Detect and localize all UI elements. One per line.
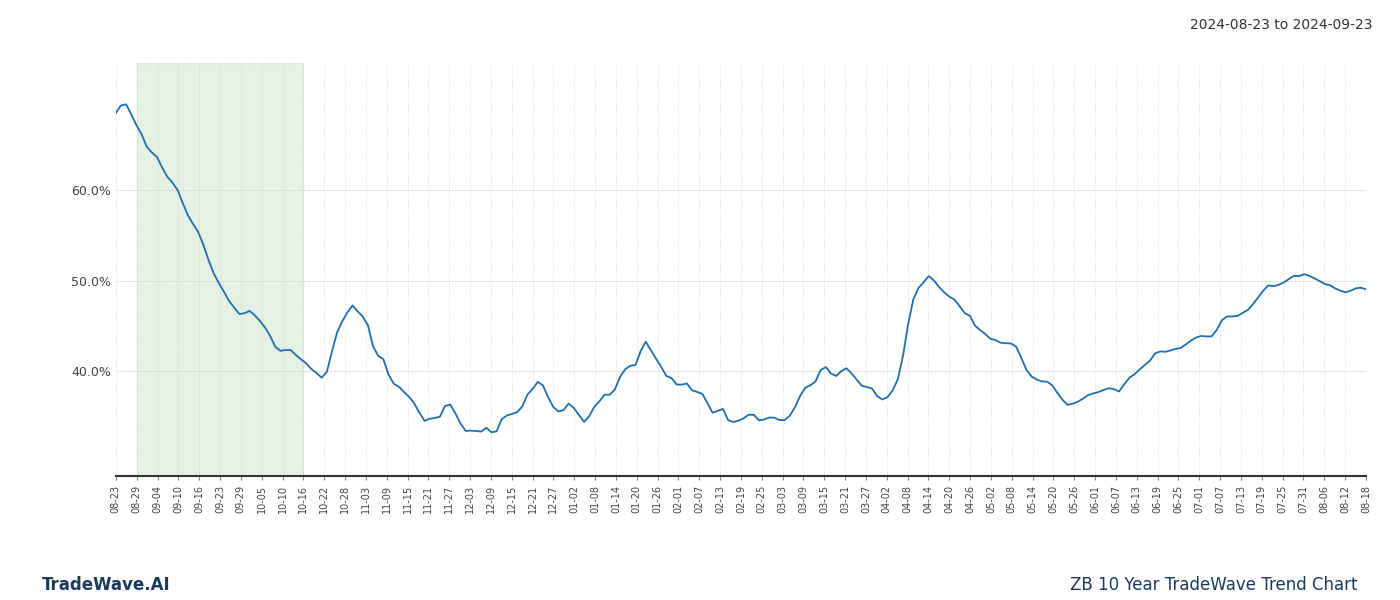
Bar: [137, 63, 304, 476]
Text: ZB 10 Year TradeWave Trend Chart: ZB 10 Year TradeWave Trend Chart: [1071, 576, 1358, 594]
Text: TradeWave.AI: TradeWave.AI: [42, 576, 171, 594]
Text: 2024-08-23 to 2024-09-23: 2024-08-23 to 2024-09-23: [1190, 18, 1372, 32]
